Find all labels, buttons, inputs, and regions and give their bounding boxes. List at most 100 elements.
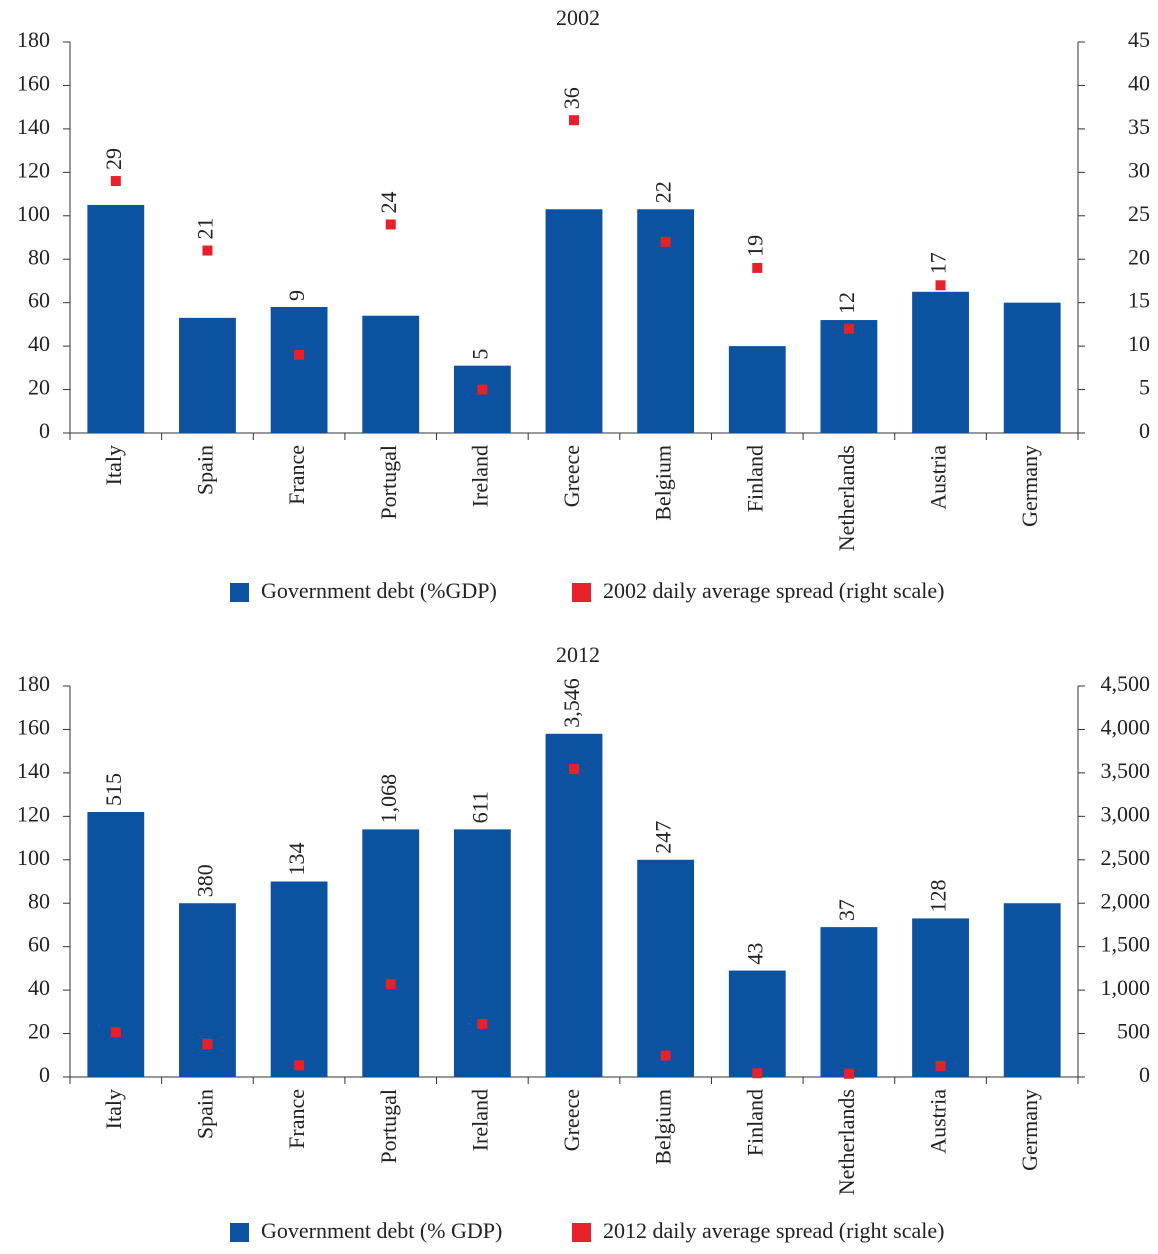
chart-title: 2002	[556, 5, 600, 30]
data-label: 247	[651, 821, 676, 854]
spread-marker	[477, 1018, 488, 1029]
y-tick-label: 160	[17, 714, 50, 739]
bar	[179, 903, 236, 1077]
y2-tick-label: 500	[1117, 1019, 1150, 1044]
bar	[820, 927, 878, 1077]
y-tick-label: 120	[17, 801, 50, 826]
data-label: 134	[284, 843, 309, 876]
bar	[1003, 903, 1061, 1077]
data-label: 37	[834, 899, 859, 921]
x-tick-label: Portugal	[376, 445, 401, 520]
x-tick-label: Spain	[193, 1089, 218, 1139]
x-tick-label: Greece	[559, 1089, 584, 1151]
spread-marker	[294, 1060, 305, 1071]
y2-tick-label: 10	[1128, 331, 1150, 356]
y-tick-label: 100	[17, 845, 50, 870]
data-label: 3,546	[559, 678, 584, 728]
spread-marker	[843, 1068, 854, 1079]
bar	[637, 859, 695, 1077]
legend-swatch	[572, 583, 591, 602]
legend-swatch	[230, 583, 249, 602]
spread-marker	[843, 323, 854, 334]
x-tick-label: Austria	[926, 445, 951, 510]
x-tick-label: Italy	[101, 1089, 126, 1129]
data-label: 5	[467, 349, 492, 360]
spread-marker	[385, 979, 396, 990]
x-tick-label: Netherlands	[834, 1089, 859, 1195]
legend-swatch	[230, 1223, 249, 1242]
y2-tick-label: 15	[1128, 288, 1150, 313]
chart-title: 2012	[556, 642, 600, 667]
y2-tick-label: 4,500	[1101, 671, 1151, 696]
y2-tick-label: 20	[1128, 244, 1150, 269]
y2-tick-label: 30	[1128, 157, 1150, 182]
x-tick-label: Italy	[101, 445, 126, 485]
bar	[912, 291, 969, 433]
y-tick-label: 40	[28, 331, 50, 356]
data-label: 17	[926, 252, 951, 274]
data-label: 22	[651, 181, 676, 203]
bar	[270, 881, 328, 1077]
y2-tick-label: 2,000	[1101, 888, 1151, 913]
spread-marker	[569, 115, 579, 126]
bar	[728, 346, 786, 433]
spread-marker	[660, 236, 671, 247]
spread-marker	[660, 1050, 671, 1061]
spread-marker	[294, 349, 305, 360]
data-label: 1,068	[376, 774, 401, 824]
x-tick-label: Germany	[1017, 1089, 1042, 1171]
spread-marker	[752, 262, 763, 273]
y-tick-label: 80	[28, 888, 50, 913]
data-label: 611	[467, 791, 492, 823]
y-tick-label: 120	[17, 157, 50, 182]
y-tick-label: 20	[28, 1019, 50, 1044]
data-label: 43	[742, 943, 767, 965]
y2-tick-label: 2,500	[1101, 845, 1151, 870]
bar	[87, 204, 145, 433]
data-label: 21	[193, 218, 218, 240]
x-tick-label: Ireland	[467, 445, 492, 507]
data-label: 380	[193, 864, 218, 897]
y-tick-label: 60	[28, 932, 50, 957]
spread-marker	[752, 1068, 763, 1079]
bar	[179, 317, 236, 433]
spread-marker	[385, 219, 396, 230]
x-tick-label: Belgium	[651, 445, 676, 521]
spread-marker	[202, 1038, 213, 1049]
legend-label: 2002 daily average spread (right scale)	[603, 578, 944, 603]
data-label: 128	[926, 879, 951, 912]
y-tick-label: 180	[17, 27, 50, 52]
data-label: 29	[101, 148, 126, 170]
y2-tick-label: 40	[1128, 70, 1150, 95]
bar	[545, 209, 603, 433]
spread-marker	[935, 280, 946, 291]
bar	[912, 918, 969, 1077]
y2-tick-label: 45	[1128, 27, 1150, 52]
x-tick-label: Greece	[559, 445, 584, 507]
y2-tick-label: 1,000	[1101, 975, 1151, 1000]
x-tick-label: Finland	[742, 445, 767, 512]
spread-marker	[110, 176, 121, 187]
y-tick-label: 60	[28, 288, 50, 313]
bar	[453, 365, 511, 433]
x-tick-label: Belgium	[651, 1089, 676, 1165]
y2-tick-label: 4,000	[1101, 714, 1151, 739]
legend-swatch	[572, 1223, 591, 1242]
y-tick-label: 140	[17, 758, 50, 783]
y-tick-label: 80	[28, 244, 50, 269]
y-tick-label: 40	[28, 975, 50, 1000]
x-tick-label: Germany	[1017, 445, 1042, 527]
legend-label: Government debt (%GDP)	[261, 578, 497, 603]
bar	[362, 315, 420, 433]
spread-marker	[110, 1027, 121, 1038]
y2-tick-label: 3,500	[1101, 758, 1151, 783]
legend-label: Government debt (% GDP)	[261, 1218, 502, 1243]
y-tick-label: 140	[17, 114, 50, 139]
bar	[545, 733, 603, 1077]
x-tick-label: Netherlands	[834, 445, 859, 551]
legend-label: 2012 daily average spread (right scale)	[603, 1218, 944, 1243]
y-tick-label: 180	[17, 671, 50, 696]
data-label: 9	[284, 290, 309, 301]
bar	[1003, 302, 1061, 433]
x-tick-label: Spain	[193, 445, 218, 495]
